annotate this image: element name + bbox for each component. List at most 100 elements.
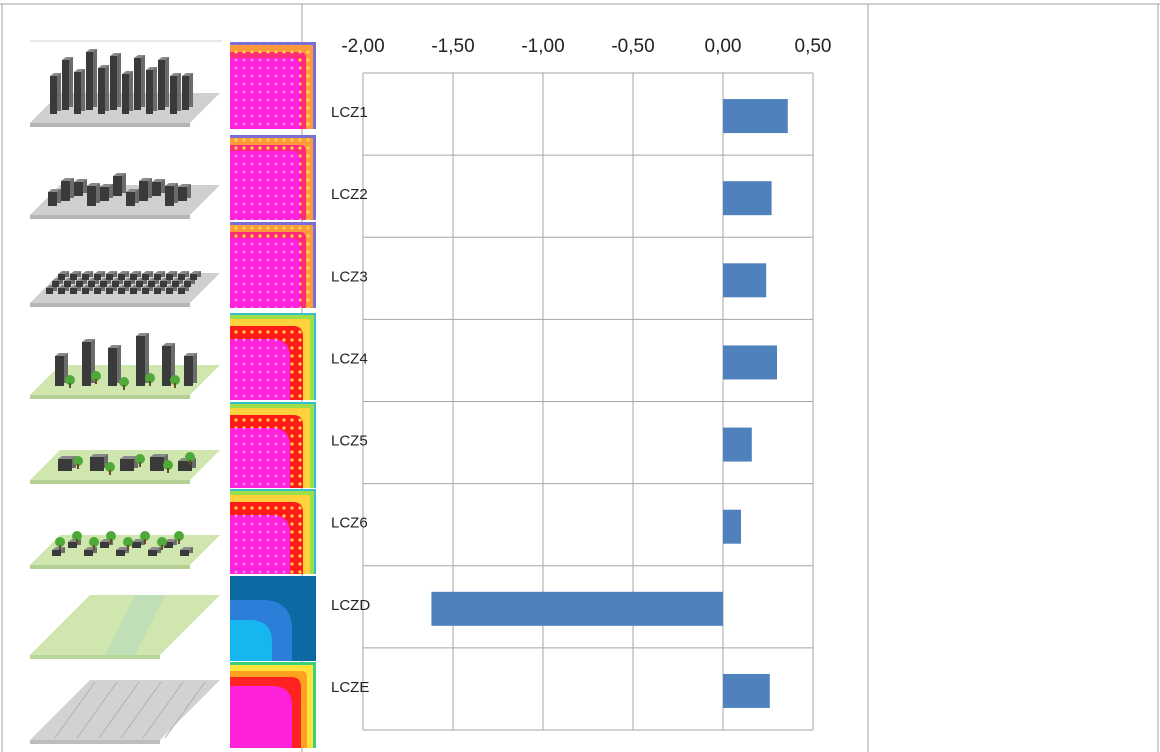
building-side: [113, 285, 117, 291]
building: [184, 356, 193, 386]
building-side: [107, 278, 111, 284]
heatmap-band-texture: [230, 238, 300, 308]
building-roof: [87, 183, 100, 186]
building-roof: [152, 179, 165, 182]
building-roof: [150, 454, 168, 457]
building-roof: [178, 184, 191, 187]
building-roof: [162, 343, 175, 346]
tree-trunk: [93, 545, 95, 550]
category-label-lcz4: LCZ4: [331, 350, 368, 367]
building-side: [145, 333, 149, 383]
building: [118, 274, 125, 280]
tree: [119, 377, 129, 387]
building: [84, 550, 93, 556]
building-side: [65, 285, 69, 291]
building-side: [187, 184, 191, 198]
building-side: [137, 285, 141, 291]
building: [152, 182, 161, 196]
building: [74, 72, 81, 114]
building-side: [105, 65, 109, 111]
tree: [163, 460, 173, 470]
building-roof: [55, 353, 68, 356]
bar-lcz5: [723, 427, 752, 462]
building: [58, 274, 65, 280]
x-tick-label: 0,00: [705, 36, 742, 57]
tree-trunk: [139, 462, 141, 467]
building: [178, 288, 185, 294]
building-side: [83, 278, 87, 284]
tree: [106, 531, 116, 541]
building: [118, 288, 125, 294]
heatmap-lcz1: [230, 42, 316, 129]
building: [142, 288, 149, 294]
tree-trunk: [123, 385, 125, 390]
building: [113, 176, 122, 196]
building-side: [174, 183, 178, 203]
building-side: [71, 278, 75, 284]
category-label-lcze: LCZE: [331, 679, 369, 696]
building: [100, 542, 109, 548]
x-tick-label: 0,50: [795, 36, 832, 57]
building-roof: [146, 67, 157, 70]
building-side: [137, 271, 141, 277]
bar-lcz4: [723, 345, 777, 380]
building-roof: [158, 57, 169, 60]
building-side: [192, 458, 196, 468]
building: [108, 348, 117, 386]
building-side: [57, 189, 61, 203]
building-roof: [58, 271, 69, 274]
tree-trunk: [167, 468, 169, 473]
tree-trunk: [144, 539, 146, 544]
paving-line: [98, 681, 140, 739]
scene-ground-edge: [30, 565, 190, 569]
building-side: [109, 184, 113, 198]
building-roof: [166, 271, 177, 274]
building-side: [83, 179, 87, 193]
building-side: [155, 278, 159, 284]
tree: [174, 531, 184, 541]
building: [130, 288, 137, 294]
building-side: [117, 53, 121, 107]
building-side: [113, 271, 117, 277]
x-tick-label: -1,00: [521, 36, 564, 57]
building: [178, 274, 185, 280]
building-roof: [110, 53, 121, 56]
heatmap-lcz5: [230, 402, 316, 488]
building-roof: [180, 547, 193, 550]
building: [68, 542, 77, 548]
building: [154, 288, 161, 294]
building: [158, 60, 165, 110]
building: [178, 461, 192, 471]
building-roof: [70, 271, 81, 274]
building-side: [57, 73, 61, 111]
building-side: [148, 178, 152, 198]
building-side: [104, 454, 108, 468]
building: [136, 281, 143, 287]
heatmap-band-texture: [230, 428, 290, 488]
building: [46, 288, 53, 294]
building-roof: [190, 271, 201, 274]
building: [88, 281, 95, 287]
building-side: [96, 183, 100, 203]
paving-line: [120, 681, 162, 739]
building: [178, 187, 187, 201]
building-roof: [100, 184, 113, 187]
heatmap-lcz6: [230, 489, 316, 574]
building-roof: [86, 49, 97, 52]
building: [70, 274, 77, 280]
lcz-heatmap-thumbnails: [230, 42, 316, 748]
scene-ground-edge: [30, 395, 190, 399]
building: [50, 76, 57, 114]
building: [124, 281, 131, 287]
building-roof: [148, 547, 161, 550]
building-roof: [94, 271, 105, 274]
building-side: [61, 547, 65, 553]
building-roof: [139, 178, 152, 181]
building-side: [119, 278, 123, 284]
building-roof: [178, 271, 189, 274]
building: [64, 281, 71, 287]
building-roof: [82, 271, 93, 274]
scene-bare-rock-paved: [30, 680, 220, 744]
building-side: [131, 278, 135, 284]
x-axis-tick-labels: -2,00 -1,50 -1,00 -0,50 0,00 0,50: [341, 36, 831, 57]
